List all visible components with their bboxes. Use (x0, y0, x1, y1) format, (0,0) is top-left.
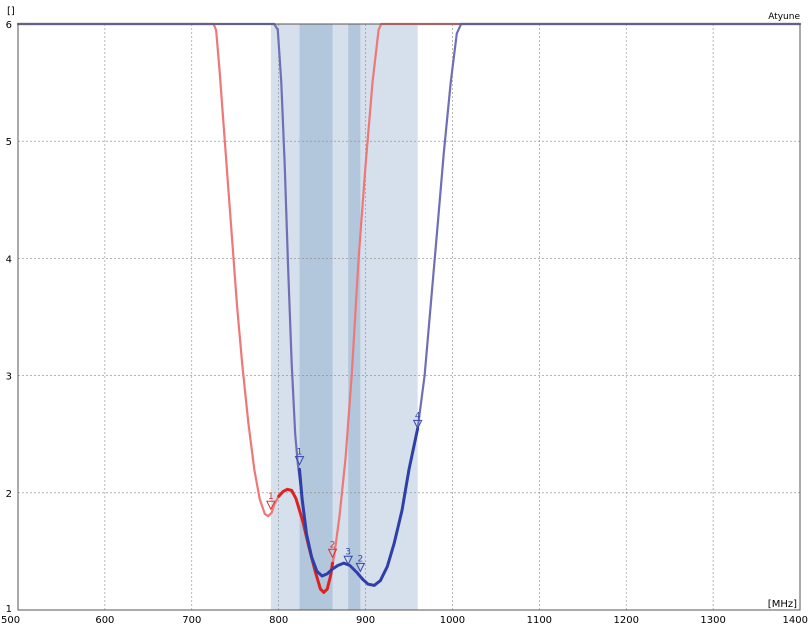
y-tick-label-1: 2 (6, 489, 12, 500)
x-tick-label-5: 1000 (440, 615, 465, 626)
marker-3 (343, 555, 353, 566)
band-0 (270, 24, 418, 610)
marker-0 (266, 500, 276, 511)
x-tick-label-8: 1300 (700, 615, 725, 626)
x-tick-label-0: 500 (1, 615, 20, 626)
y-tick-label-2: 3 (6, 372, 12, 383)
marker-label-1: 2 (330, 540, 336, 550)
marker-label-3: 3 (345, 547, 351, 557)
y-tick-label-4: 5 (6, 137, 12, 148)
x-axis-label: [MHz] (768, 599, 797, 610)
x-tick-label-2: 700 (182, 615, 201, 626)
marker-5 (412, 419, 423, 430)
x-tick-label-7: 1200 (613, 615, 638, 626)
x-tick-label-6: 1100 (527, 615, 552, 626)
plot-frame (17, 23, 801, 611)
markers-group: 1 2 1 32 4 (266, 411, 423, 573)
marker-label-0: 1 (268, 492, 274, 502)
frequency-bands (270, 24, 418, 610)
series-line-3 (298, 426, 420, 587)
y-tick-label-5: 6 (6, 20, 12, 31)
y-tick-labels: 1 2 3 4 5 6 (6, 20, 12, 615)
chart-title: Atyune (768, 12, 800, 22)
y-axis-label: [] (7, 6, 15, 17)
marker-label-2: 1 (297, 448, 303, 458)
x-tick-label-3: 800 (269, 615, 288, 626)
marker-1 (327, 548, 338, 559)
series-group (16, 22, 802, 594)
marker-label-4: 2 (357, 554, 363, 564)
y-tick-label-3: 4 (6, 254, 12, 265)
marker-4 (355, 562, 366, 573)
y-tick-label-0: 1 (6, 604, 12, 615)
grid-lines (18, 24, 800, 610)
x-tick-label-4: 900 (356, 615, 375, 626)
marker-2 (294, 456, 305, 466)
x-tick-label-1: 600 (95, 615, 114, 626)
x-tick-label-9: 1400 (783, 615, 808, 626)
marker-label-5: 4 (415, 411, 421, 421)
x-tick-labels: 500 600 700 800 900 1000 1100 1200 1300 1400 (1, 615, 808, 626)
